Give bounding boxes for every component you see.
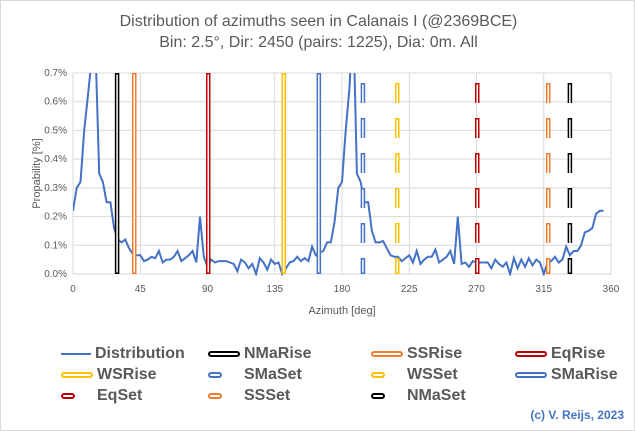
legend-swatch-nmarise	[208, 351, 240, 357]
legend-swatch-eqset	[61, 393, 75, 399]
credit-text: (c) V. Reijs, 2023	[530, 408, 624, 422]
legend-swatch-ssrise	[371, 351, 403, 357]
legend-item-ssset: SSSet	[208, 387, 290, 405]
chart-title: Distribution of azimuths seen in Calanai…	[119, 13, 518, 30]
y-axis-label: Propability [%]	[31, 138, 43, 208]
legend-label: NMaSet	[407, 387, 466, 404]
legend-label: EqSet	[97, 387, 143, 404]
legend-label: WSRise	[97, 366, 157, 383]
y-tick-label: 0.1%	[44, 240, 67, 251]
y-tick-label: 0.6%	[44, 97, 67, 108]
legend-item-smaset: SMaSet	[208, 366, 302, 384]
x-tick-label: 90	[202, 284, 214, 295]
legend-item-smarise: SMaRise	[515, 366, 618, 384]
legend-label: WSSet	[407, 366, 458, 383]
legend-label: SMaSet	[244, 366, 302, 383]
x-tick-label: 45	[135, 284, 147, 295]
legend-label: Distribution	[95, 345, 185, 362]
y-tick-label: 0.4%	[44, 154, 67, 165]
legend-item-wsset: WSSet	[371, 366, 458, 384]
x-tick-label: 315	[535, 284, 552, 295]
legend-item-distribution: Distribution	[61, 345, 185, 363]
legend-item-eqset: EqSet	[61, 387, 142, 405]
legend-item-nmarise: NMaRise	[208, 345, 312, 363]
legend-label: NMaRise	[244, 345, 312, 362]
x-tick-label: 360	[603, 284, 620, 295]
x-tick-label: 135	[266, 284, 283, 295]
legend-swatch-wsrise	[61, 372, 93, 378]
legend-swatch-eqrise	[515, 351, 547, 357]
legend-item-eqrise: EqRise	[515, 345, 605, 363]
legend-item-wsrise: WSRise	[61, 366, 157, 384]
y-tick-label: 0.3%	[44, 183, 67, 194]
legend-swatch-nmaset	[371, 393, 385, 399]
x-tick-label: 225	[401, 284, 418, 295]
legend-swatch-smarise	[515, 372, 547, 378]
y-tick-label: 0.0%	[44, 269, 67, 280]
y-tick-label: 0.7%	[44, 68, 67, 79]
legend-label: SMaRise	[551, 366, 618, 383]
legend-label: SSRise	[407, 345, 463, 362]
legend-item-ssrise: SSRise	[371, 345, 462, 363]
chart-title-block: Distribution of azimuths seen in Calanai…	[1, 11, 634, 53]
x-tick-label: 0	[70, 284, 76, 295]
x-tick-label: 180	[334, 284, 351, 295]
legend-swatch-smaset	[208, 372, 222, 378]
legend-swatch-wsset	[371, 372, 385, 378]
y-tick-label: 0.5%	[44, 125, 67, 136]
x-axis-label: Azimuth [deg]	[308, 305, 375, 317]
distribution-line	[73, 73, 604, 276]
legend-item-nmaset: NMaSet	[371, 387, 466, 405]
legend-swatch-distribution	[61, 353, 91, 355]
chart-subtitle: Bin: 2.5°, Dir: 2450 (pairs: 1225), Dia:…	[159, 34, 478, 51]
legend-label: EqRise	[551, 345, 606, 362]
legend-label: SSSet	[244, 387, 291, 404]
legend-swatch-ssset	[208, 393, 222, 399]
y-tick-label: 0.2%	[44, 212, 67, 223]
x-tick-label: 270	[468, 284, 485, 295]
